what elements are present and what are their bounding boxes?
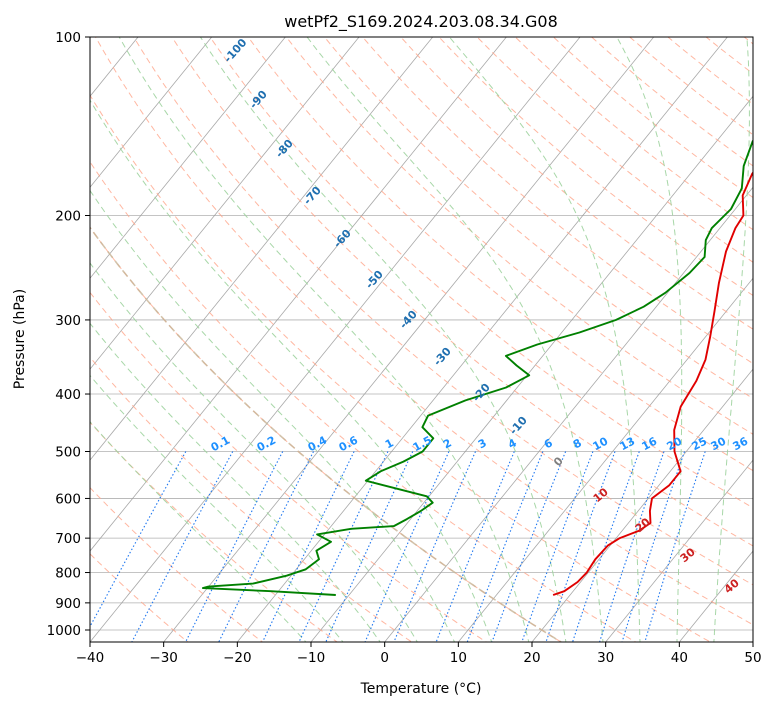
x-tick-label: −40 <box>76 650 105 666</box>
pressure-gridlines <box>90 37 753 631</box>
mixing-ratio-line <box>325 451 414 642</box>
mixing-ratio-label: 30 <box>709 434 729 453</box>
mixing-ratio-label: 10 <box>591 434 611 453</box>
mixing-ratio-line <box>435 451 515 642</box>
moist-adiabat-line <box>199 37 567 642</box>
dry-adiabat-line <box>90 161 637 642</box>
isotherm-line <box>90 37 360 370</box>
x-tick-label: −30 <box>149 650 178 666</box>
dry-adiabat-line <box>94 37 753 626</box>
mixing-ratio-label: 25 <box>690 435 710 454</box>
y-tick-label: 700 <box>55 531 81 547</box>
moist-adiabat-line <box>90 189 456 642</box>
moist-adiabat-line <box>90 99 493 642</box>
moist-adiabat-line <box>90 322 381 642</box>
dry-adiabat-line <box>90 553 189 642</box>
x-tick-label: 10 <box>450 650 467 666</box>
mixing-ratio-line <box>298 451 389 642</box>
y-tick-label: 800 <box>55 566 81 582</box>
mixing-ratio-line <box>184 451 284 642</box>
dry-adiabat-line <box>247 37 753 472</box>
isotherm-line <box>90 37 507 552</box>
parcel-adiabat-line <box>90 226 563 642</box>
mixing-ratio-line <box>90 451 187 628</box>
y-axis-ticks: 100 200 300 400 500 600 700 800 900 1000 <box>47 30 90 639</box>
y-tick-label: 1000 <box>47 623 81 639</box>
moist-adiabat-line <box>118 37 530 642</box>
mixing-ratio-label: 36 <box>731 434 751 453</box>
temperature-profile-line <box>552 171 753 596</box>
x-tick-label: −10 <box>297 650 326 666</box>
moist-adiabat-line <box>448 37 641 642</box>
dry-adiabat-line <box>90 291 488 642</box>
chart-title: wetPf2_S169.2024.203.08.34.G08 <box>284 12 558 32</box>
dry-adiabats <box>90 37 753 642</box>
y-tick-label: 400 <box>55 387 81 403</box>
isotherm-line <box>310 95 753 642</box>
x-tick-label: 20 <box>523 650 540 666</box>
mixing-ratio-line <box>644 451 706 642</box>
x-tick-label: 40 <box>671 650 688 666</box>
isotherm-line <box>90 37 286 279</box>
x-axis-label: Temperature (°C) <box>360 681 482 697</box>
x-axis-ticks: −40 −30 −20 −10 0 10 20 30 40 50 <box>76 642 762 666</box>
x-tick-label: −20 <box>223 650 252 666</box>
profile-series <box>201 139 753 596</box>
y-tick-label: 600 <box>55 491 81 507</box>
dry-adiabat-line <box>209 37 753 509</box>
dry-adiabat-line <box>90 94 712 642</box>
mixing-ratio-label: 16 <box>640 434 660 453</box>
dewpoint-profile-line <box>201 139 753 596</box>
moist-adiabats <box>90 37 750 642</box>
mixing-ratio-label: 13 <box>618 435 638 454</box>
isotherm-line <box>90 37 434 461</box>
mixing-ratio-line <box>491 451 567 642</box>
mixing-ratio-line <box>466 451 544 642</box>
isotherm-line <box>90 37 581 642</box>
mixing-ratio-line <box>572 451 640 642</box>
moist-adiabat-line <box>306 37 604 642</box>
dry-adiabat-line <box>90 421 338 642</box>
mixing-ratio-line <box>131 451 234 642</box>
x-tick-label: 0 <box>380 650 389 666</box>
dry-adiabat-line <box>438 37 753 297</box>
isotherm-line <box>163 37 655 642</box>
y-axis-label: Pressure (hPa) <box>12 289 28 389</box>
dry-adiabat-line <box>171 37 753 547</box>
isotherm-line <box>90 37 213 188</box>
moist-adiabat-line <box>713 37 750 642</box>
y-tick-label: 200 <box>55 209 81 225</box>
moist-adiabat-line <box>90 420 307 642</box>
y-tick-label: 500 <box>55 444 81 460</box>
isotherm-line <box>605 459 753 642</box>
x-tick-label: 30 <box>597 650 614 666</box>
mixing-ratio-label: 20 <box>665 434 685 453</box>
y-tick-label: 900 <box>55 596 81 612</box>
y-tick-label: 300 <box>55 313 81 329</box>
plot-frame <box>89 36 754 643</box>
dry-adiabat-line <box>90 486 264 642</box>
y-tick-label: 100 <box>55 30 81 46</box>
mixing-ratio-line <box>218 451 314 642</box>
x-tick-label: 50 <box>744 650 761 666</box>
mixing-ratio-line <box>545 451 616 642</box>
moist-adiabat-line <box>616 37 683 642</box>
moist-adiabat-line <box>90 374 344 642</box>
isotherm-line <box>384 186 753 642</box>
